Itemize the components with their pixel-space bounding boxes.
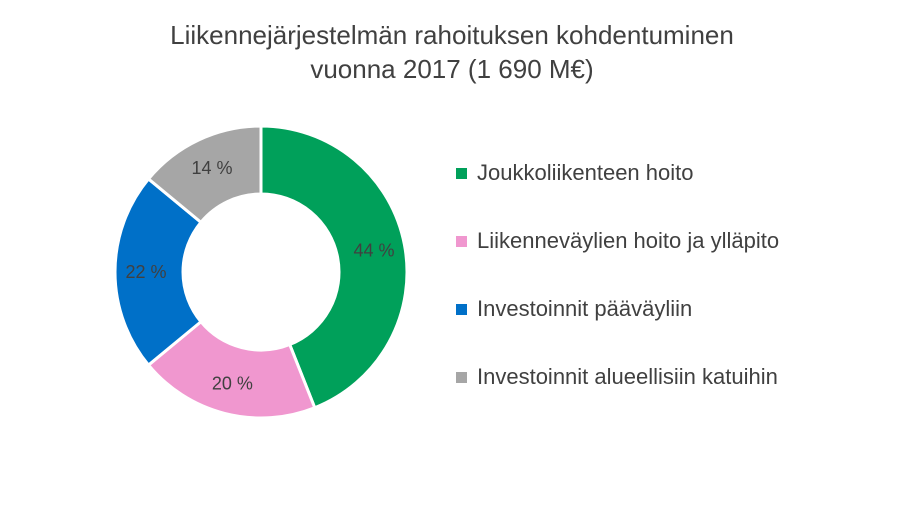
legend-item-liikennevaylat: Liikenneväylien hoito ja ylläpito <box>456 224 779 258</box>
chart-title-line-2: vuonna 2017 (1 690 M€) <box>310 54 594 84</box>
chart-title: Liikennejärjestelmän rahoituksen kohdent… <box>0 18 904 86</box>
slice-data-label: 44 % <box>353 240 394 260</box>
legend-label: Joukkoliikenteen hoito <box>477 160 694 185</box>
legend-item-joukkoliikenne: Joukkoliikenteen hoito <box>456 156 779 190</box>
legend-item-katuinvestoinnit: Investoinnit alueellisiin katuihin <box>456 360 779 394</box>
legend: Joukkoliikenteen hoito Liikenneväylien h… <box>456 156 779 428</box>
slice-data-label: 20 % <box>212 373 253 393</box>
slice-data-label: 14 % <box>192 158 233 178</box>
legend-swatch <box>456 167 467 179</box>
legend-item-paavaylat: Investoinnit pääväyliin <box>456 292 779 326</box>
legend-swatch <box>456 303 467 315</box>
donut-slice-1 <box>259 124 409 410</box>
donut-slice-2 <box>146 319 317 420</box>
legend-swatch <box>456 371 467 383</box>
slice-data-label: 22 % <box>125 262 166 282</box>
donut-slice-3 <box>113 176 204 368</box>
chart-title-line-1: Liikennejärjestelmän rahoituksen kohdent… <box>170 20 734 50</box>
legend-swatch <box>456 235 467 247</box>
legend-label: Liikenneväylien hoito ja ylläpito <box>477 228 780 253</box>
donut-slice-4 <box>146 124 263 225</box>
legend-label: Investoinnit pääväyliin <box>477 296 693 321</box>
legend-label: Investoinnit alueellisiin katuihin <box>477 364 778 389</box>
